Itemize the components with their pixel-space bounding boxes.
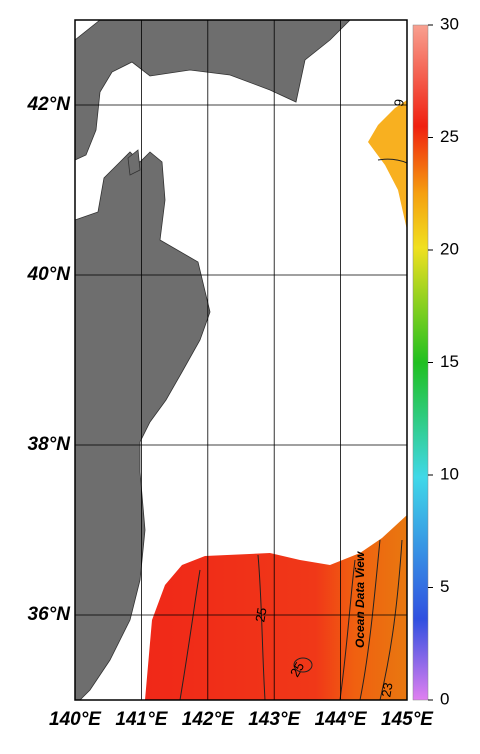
- x-tick-label: 143°E: [248, 709, 301, 730]
- colorbar-label: 20: [440, 239, 459, 258]
- contour-label: 25: [287, 659, 307, 679]
- colorbar-label: 15: [440, 352, 459, 371]
- ocean-field: [145, 100, 408, 701]
- map-frame: [74, 19, 408, 701]
- contour-label: 23: [378, 681, 395, 698]
- colorbar-label: 0: [440, 689, 449, 708]
- y-tick-label: 40°N: [27, 264, 72, 285]
- y-tick-label: 38°N: [28, 434, 72, 455]
- x-tick-label: 142°E: [182, 709, 235, 730]
- land: [74, 19, 351, 701]
- colorbar-label: 5: [440, 577, 449, 596]
- watermark: Ocean Data View: [353, 551, 367, 648]
- y-tick-label: 42°N: [27, 94, 72, 115]
- colorbar: [412, 24, 429, 701]
- x-tick-label: 140°E: [49, 709, 102, 730]
- y-tick-label: 36°N: [28, 604, 72, 625]
- colorbar-label: 30: [440, 14, 459, 33]
- contour-label: 9: [391, 98, 407, 108]
- contour-label: 25: [252, 606, 269, 623]
- x-tick-label: 144°E: [315, 709, 368, 730]
- colorbar-label: 25: [440, 127, 459, 146]
- colorbar-label: 10: [440, 464, 459, 483]
- x-tick-label: 141°E: [115, 709, 168, 730]
- x-tick-label: 145°E: [381, 709, 434, 730]
